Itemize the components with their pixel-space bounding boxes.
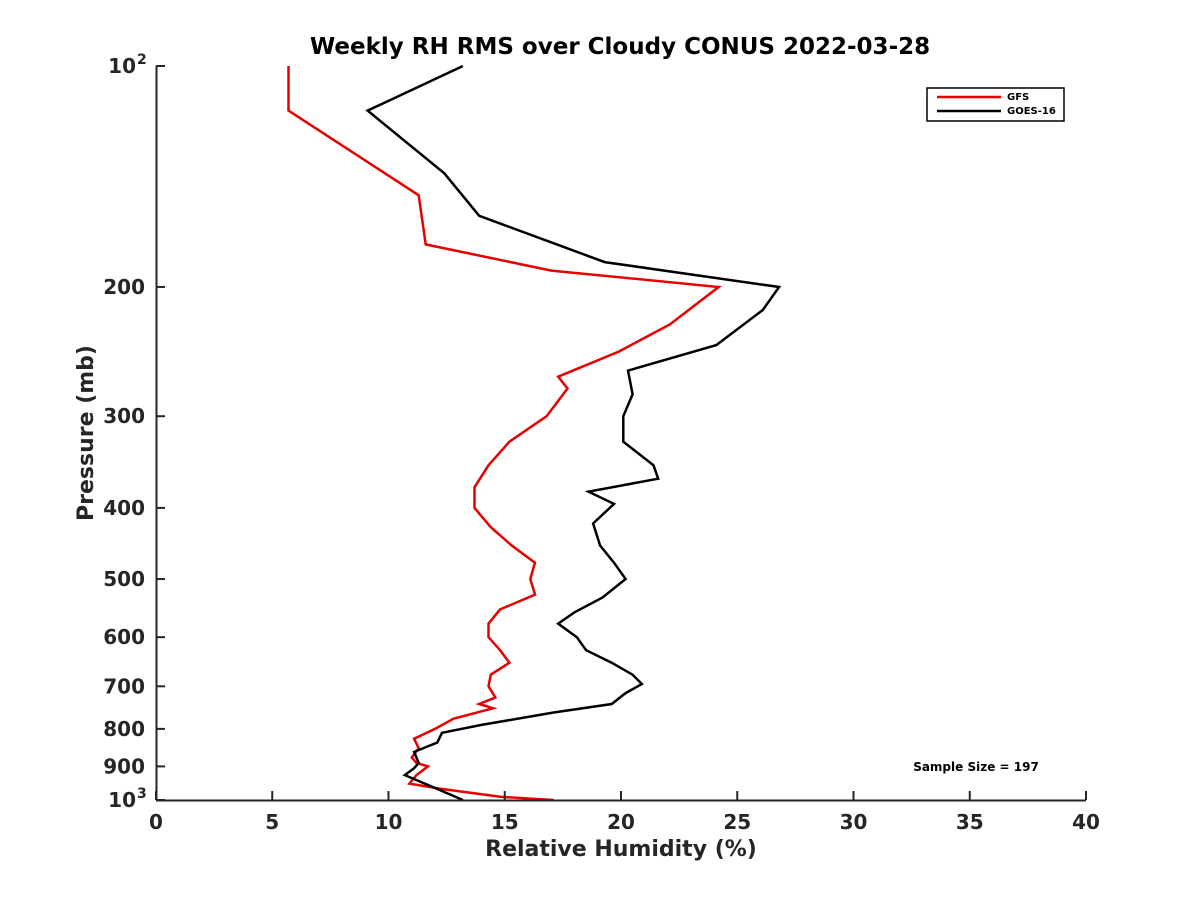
y-tick-label: 200: [103, 275, 145, 299]
legend-label-gfs: GFS: [1007, 92, 1029, 103]
x-tick-label: 30: [840, 810, 868, 834]
chart-title: Weekly RH RMS over Cloudy CONUS 2022-03-…: [310, 34, 930, 60]
x-tick-label: 40: [1072, 810, 1100, 834]
y-tick-label: 700: [103, 674, 145, 698]
plot-area: [287, 64, 782, 802]
x-tick-label: 35: [956, 810, 984, 834]
x-axis-label: Relative Humidity (%): [485, 837, 757, 862]
y-axis-label: Pressure (mb): [74, 345, 99, 521]
y-tick-exponent: 3: [137, 786, 147, 802]
legend-box: [926, 87, 1065, 122]
x-tick-label: 25: [723, 810, 751, 834]
y-tick-label: 400: [103, 496, 145, 520]
x-ticks: 0 5 10 15 20 25 30 35 40: [149, 791, 1100, 834]
y-tick-label: 300: [103, 404, 145, 428]
y-tick-label: 900: [103, 754, 145, 778]
y-tick-label: 600: [103, 625, 145, 649]
x-tick-label: 20: [607, 810, 635, 834]
x-tick-label: 10: [375, 810, 403, 834]
legend: GFS GOES-16: [926, 87, 1065, 122]
series-line-goes16: [365, 64, 782, 802]
axes: [155, 66, 1086, 802]
y-tick-label: 10: [108, 788, 136, 812]
y-tick-label: 500: [103, 567, 145, 591]
x-tick-label: 15: [491, 810, 519, 834]
x-tick-label: 0: [149, 810, 163, 834]
legend-label-goes16: GOES-16: [1007, 106, 1056, 117]
y-tick-label: 800: [103, 717, 145, 741]
y-tick-exponent: 2: [137, 52, 147, 68]
y-tick-label: 10: [108, 54, 136, 78]
x-tick-label: 5: [265, 810, 279, 834]
sample-size-annotation: Sample Size = 197: [913, 760, 1039, 774]
series-line-gfs: [287, 66, 722, 802]
